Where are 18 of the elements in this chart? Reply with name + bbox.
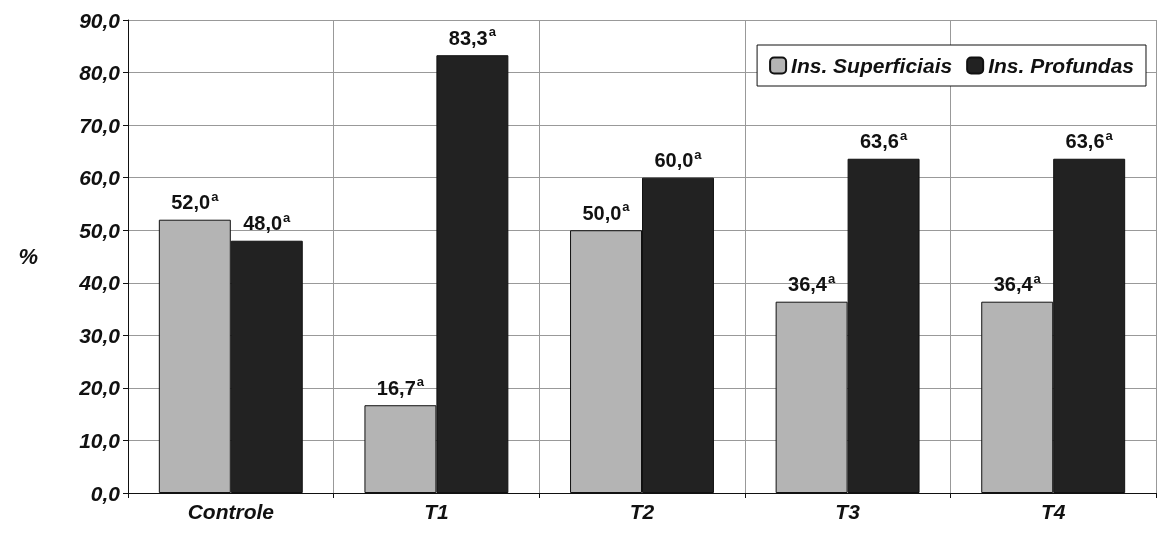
y-tick-label: 90,0 xyxy=(79,8,121,32)
legend-label: Ins. Superficiais xyxy=(791,54,953,77)
y-tick-label: 80,0 xyxy=(79,61,121,85)
x-tick-label: T3 xyxy=(835,500,861,523)
x-tick-label: Controle xyxy=(187,500,275,523)
y-tick-label: 70,0 xyxy=(79,113,121,137)
y-axis-title: % xyxy=(18,244,38,269)
x-tick-label: T4 xyxy=(1040,500,1066,523)
y-tick-label: 40,0 xyxy=(78,271,121,295)
y-tick-label: 0,0 xyxy=(90,481,121,505)
y-tick-label: 10,0 xyxy=(79,428,121,452)
legend-label: Ins. Profundas xyxy=(988,54,1135,77)
y-tick-label: 50,0 xyxy=(79,218,121,242)
x-tick-label: T1 xyxy=(424,500,449,523)
y-tick-label: 60,0 xyxy=(79,166,121,190)
x-tick-label: T2 xyxy=(629,500,655,523)
y-tick-label: 30,0 xyxy=(79,323,121,347)
y-tick-label: 20,0 xyxy=(78,376,121,400)
